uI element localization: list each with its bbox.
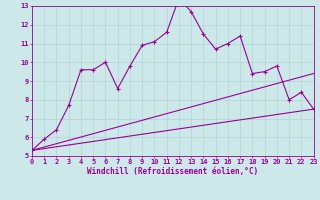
X-axis label: Windchill (Refroidissement éolien,°C): Windchill (Refroidissement éolien,°C) (87, 167, 258, 176)
